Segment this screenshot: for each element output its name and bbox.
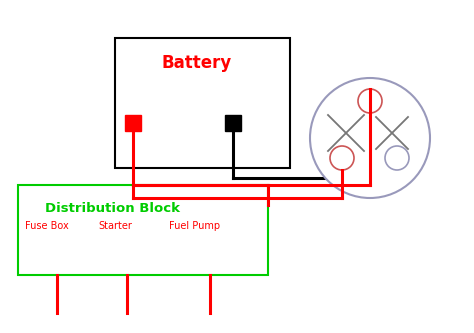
Bar (115, 38, 290, 168)
Circle shape (310, 78, 430, 198)
Circle shape (385, 146, 409, 170)
Bar (225, 115, 241, 131)
Text: Fuel Pump: Fuel Pump (169, 221, 220, 231)
Bar (18, 185, 268, 275)
Circle shape (330, 146, 354, 170)
Text: Distribution Block: Distribution Block (45, 201, 180, 214)
Bar (125, 115, 141, 131)
Text: Starter: Starter (98, 221, 132, 231)
Text: Fuse Box: Fuse Box (25, 221, 69, 231)
Text: Battery: Battery (162, 54, 232, 72)
Circle shape (358, 89, 382, 113)
